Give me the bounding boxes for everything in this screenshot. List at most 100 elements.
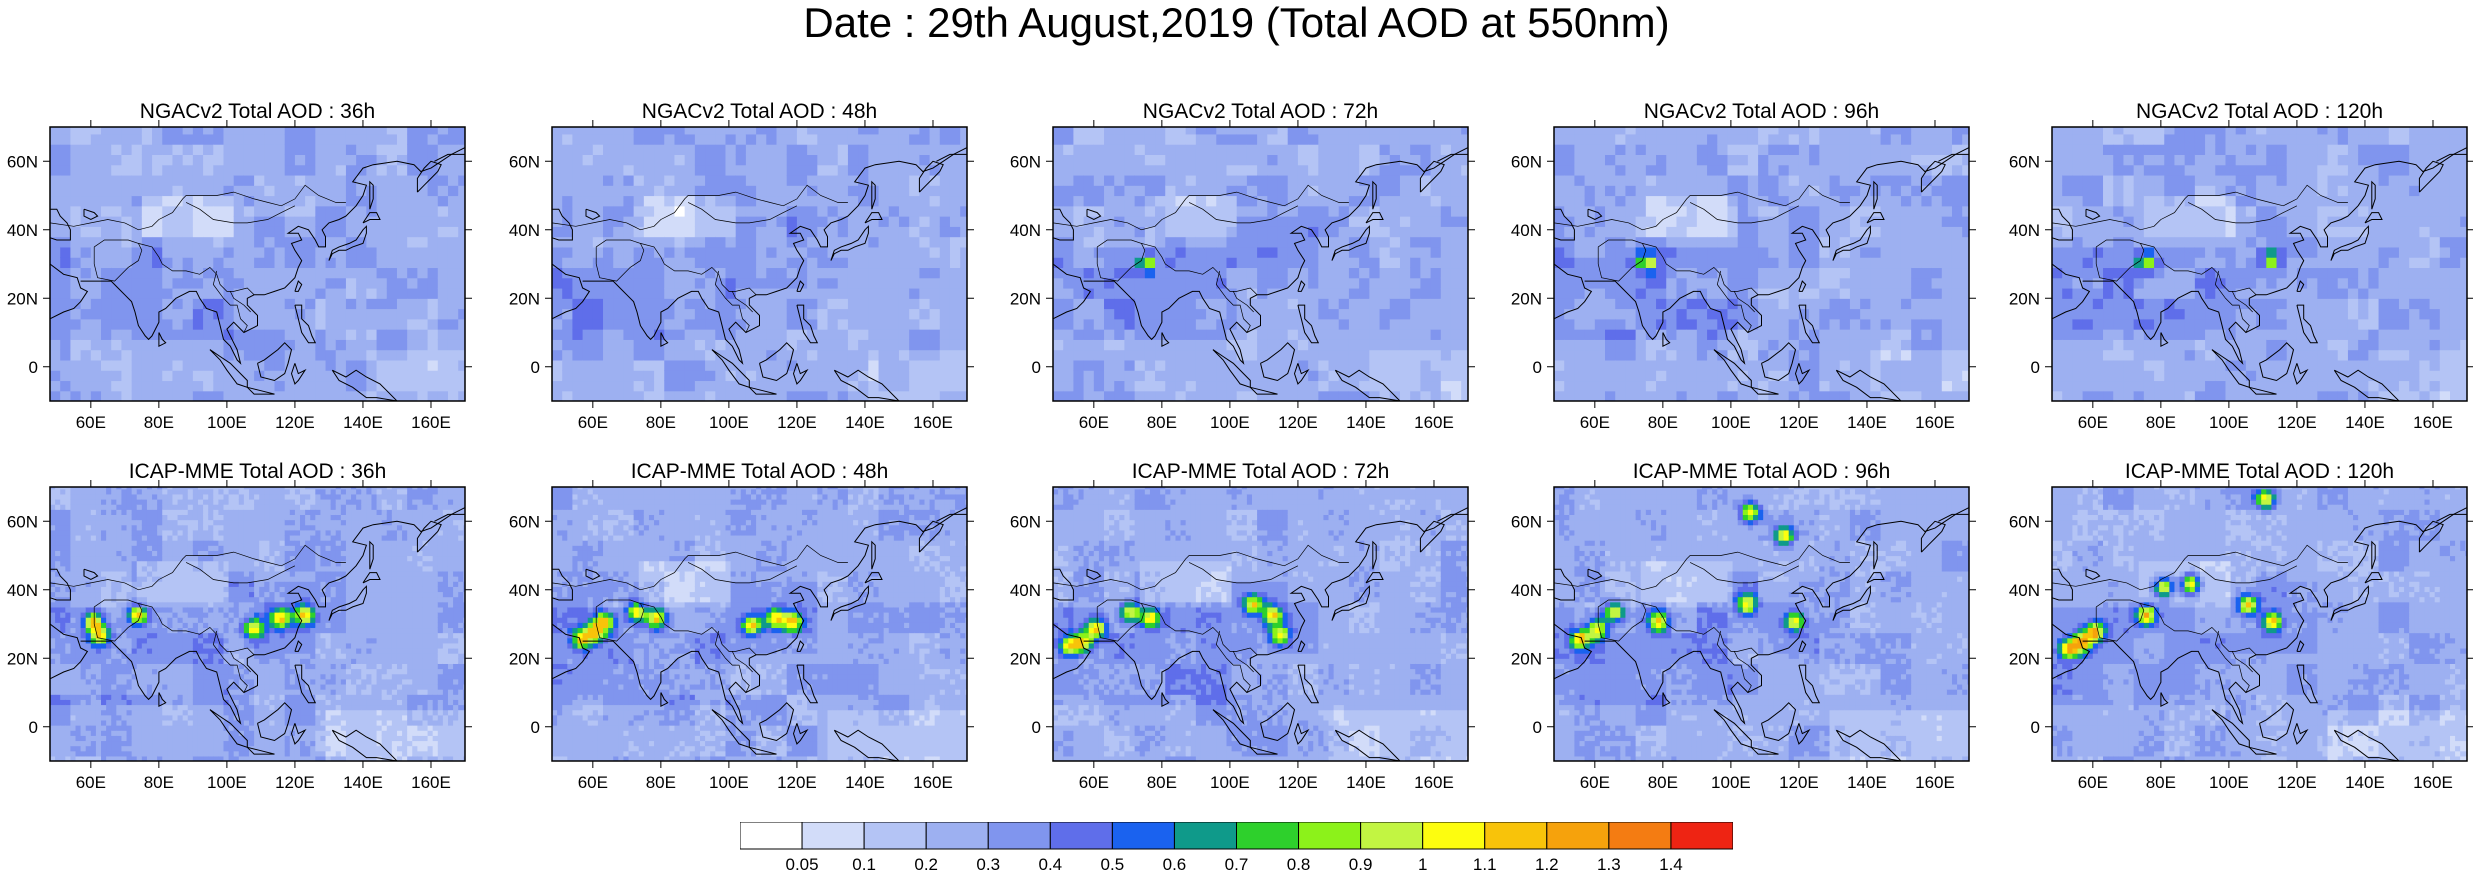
aod-cell — [2092, 329, 2104, 340]
aod-cell — [898, 390, 910, 401]
aod-cell — [80, 174, 92, 186]
aod-cell — [345, 164, 357, 176]
aod-cell — [254, 390, 265, 401]
aod-cell — [1554, 359, 1565, 371]
aod-cell — [80, 195, 92, 207]
aod-cell — [786, 195, 798, 207]
aod-cell — [786, 318, 798, 330]
aod-cell — [1369, 226, 1381, 238]
aod-cell — [1564, 277, 1575, 289]
aod-cell — [90, 205, 102, 217]
aod-cell — [60, 226, 71, 238]
aod-cell — [756, 216, 767, 227]
coastline — [1761, 342, 1797, 382]
aod-cell — [756, 257, 767, 269]
aod-cell — [305, 246, 316, 258]
aod-cell — [1461, 267, 1468, 279]
aod-cell — [664, 287, 676, 299]
aod-cell — [203, 277, 214, 289]
aod-cell — [376, 246, 388, 258]
aod-cell — [939, 390, 951, 401]
aod-cell — [366, 185, 378, 197]
aod-cell — [1798, 339, 1810, 351]
aod-cell — [592, 329, 604, 340]
aod-cell — [1686, 329, 1698, 340]
aod-cell — [1890, 339, 1902, 351]
aod-cell — [613, 205, 625, 217]
aod-cell — [725, 236, 737, 248]
aod-cell — [684, 308, 696, 320]
aod-cell — [213, 390, 225, 401]
aod-cell — [1328, 133, 1340, 145]
aod-cell — [213, 329, 225, 340]
aod-cell — [2194, 308, 2206, 320]
aod-cell — [674, 257, 686, 269]
aod-cell — [878, 127, 890, 135]
aod-cell — [1941, 329, 1953, 340]
aod-cell — [1206, 267, 1217, 279]
aod-cell — [1747, 236, 1759, 248]
aod-cell — [1788, 154, 1800, 166]
x-tick-label: 80E — [144, 413, 174, 432]
aod-cell — [735, 144, 747, 155]
aod-cell — [694, 174, 706, 186]
aod-cell — [2072, 127, 2084, 135]
aod-cell — [1890, 174, 1902, 186]
aod-cell — [1277, 133, 1289, 145]
aod-cell — [888, 277, 900, 289]
aod-cell — [1921, 359, 1933, 371]
aod-cell — [335, 205, 347, 217]
aod-cell — [2123, 174, 2135, 186]
aod-cell — [1257, 277, 1268, 289]
aod-cell — [1134, 277, 1146, 289]
aod-cell — [817, 246, 829, 258]
aod-cell — [1860, 380, 1871, 392]
aod-cell — [80, 236, 92, 248]
aod-cell — [386, 349, 398, 361]
aod-cell — [203, 267, 214, 279]
aod-cell — [592, 370, 604, 382]
aod-cell — [458, 226, 465, 238]
aod-cell — [1788, 174, 1800, 186]
aod-cell — [1574, 359, 1586, 371]
aod-cell — [1768, 127, 1780, 135]
aod-cell — [1635, 164, 1647, 176]
aod-cell — [417, 277, 429, 289]
aod-cell — [562, 144, 573, 155]
aod-cell — [2092, 298, 2104, 310]
aod-cell — [131, 277, 143, 289]
aod-cell — [929, 154, 941, 166]
aod-cell — [1338, 205, 1350, 217]
aod-cell — [274, 144, 286, 155]
aod-cell — [243, 390, 255, 401]
aod-cell — [684, 174, 696, 186]
aod-cell — [1574, 349, 1586, 361]
aod-cell — [2092, 195, 2104, 207]
aod-cell — [386, 329, 398, 340]
aod-cell — [919, 236, 931, 248]
aod-cell — [572, 287, 584, 299]
aod-cell — [284, 174, 296, 186]
aod-cell — [1104, 216, 1115, 227]
aod-cell — [1195, 277, 1207, 289]
aod-cell — [172, 267, 184, 279]
aod-cell — [1185, 154, 1197, 166]
aod-cell — [1073, 127, 1085, 135]
aod-cell — [562, 205, 573, 217]
aod-cell — [1165, 267, 1177, 279]
aod-cell — [1615, 318, 1627, 330]
aod-cell — [1747, 257, 1759, 269]
aod-cell — [1144, 216, 1156, 227]
aod-cell — [1717, 380, 1729, 392]
country-border — [93, 239, 143, 282]
aod-cell — [141, 380, 153, 392]
aod-cell — [172, 246, 184, 258]
aod-cell — [888, 380, 900, 392]
aod-cell — [878, 349, 890, 361]
aod-cell — [888, 216, 900, 227]
aod-cell — [1308, 127, 1319, 135]
aod-cell — [1410, 298, 1421, 310]
aod-cell — [2143, 318, 2155, 330]
aod-cell — [1696, 185, 1708, 197]
aod-cell — [1645, 308, 1657, 320]
